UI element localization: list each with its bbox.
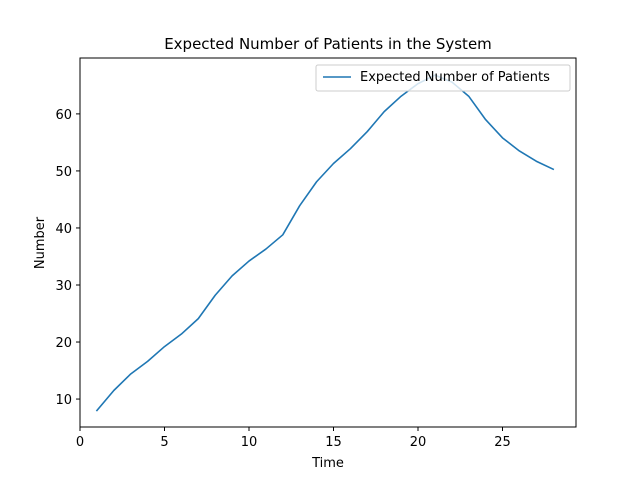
y-tick-label: 30 xyxy=(55,279,72,294)
y-tick-label: 10 xyxy=(55,393,72,408)
y-tick-label: 60 xyxy=(55,108,72,123)
chart-title: Expected Number of Patients in the Syste… xyxy=(164,35,492,53)
legend-box xyxy=(315,64,571,92)
x-tick-label: 0 xyxy=(76,435,84,450)
x-tick-label: 15 xyxy=(325,435,342,450)
x-axis-label: Time xyxy=(311,456,344,471)
y-tick-label: 50 xyxy=(55,165,72,180)
y-axis-label: Number xyxy=(33,216,48,269)
y-tick-label: 20 xyxy=(55,336,72,351)
x-tick-label: 5 xyxy=(160,435,168,450)
plot-frame xyxy=(79,57,577,428)
series-line-expected-number-of-patients xyxy=(95,74,555,412)
legend: Expected Number of Patients xyxy=(315,64,571,92)
legend-label: Expected Number of Patients xyxy=(360,70,550,85)
x-tick-label: 20 xyxy=(410,435,427,450)
x-tick-label: 25 xyxy=(494,435,511,450)
x-tick-label: 10 xyxy=(241,435,258,450)
y-tick-label: 40 xyxy=(55,222,72,237)
